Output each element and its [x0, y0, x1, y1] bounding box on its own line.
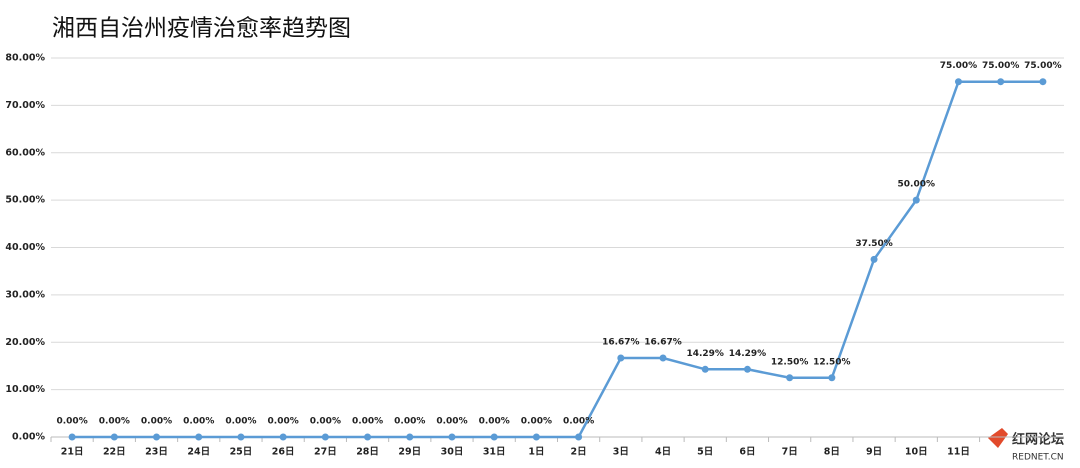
x-tick-label: 10日	[905, 447, 928, 458]
data-label: 75.00%	[982, 61, 1020, 71]
x-tick-label: 3日	[613, 447, 629, 458]
data-label: 12.50%	[771, 357, 809, 367]
x-tick-label: 6日	[739, 447, 755, 458]
x-tick-label: 7日	[782, 447, 798, 458]
data-label: 0.00%	[352, 417, 383, 427]
point	[575, 433, 583, 441]
x-tick-label: 5日	[697, 447, 713, 458]
watermark: 红网论坛 REDNET.CN	[988, 428, 1064, 463]
y-tick-label: 60.00%	[5, 147, 45, 158]
y-tick-label: 20.00%	[5, 337, 45, 348]
data-label: 0.00%	[521, 417, 552, 427]
data-label: 14.29%	[686, 349, 724, 359]
data-label: 75.00%	[1024, 61, 1062, 71]
point	[68, 433, 76, 441]
x-tick-label: 30日	[441, 447, 464, 458]
data-label: 0.00%	[268, 417, 299, 427]
point	[1039, 78, 1047, 86]
point	[912, 196, 920, 204]
point	[954, 78, 962, 86]
x-tick-label: 27日	[314, 447, 337, 458]
point	[321, 433, 329, 441]
point	[743, 365, 751, 373]
y-tick-label: 0.00%	[12, 432, 45, 443]
data-label: 37.50%	[855, 239, 893, 249]
x-tick-label: 24日	[187, 447, 210, 458]
x-tick-label: 1日	[528, 447, 544, 458]
x-tick-label: 11日	[947, 447, 970, 458]
point	[364, 433, 372, 441]
y-tick-label: 10.00%	[5, 384, 45, 395]
point	[153, 433, 161, 441]
data-label: 0.00%	[99, 417, 130, 427]
x-tick-label: 31日	[483, 447, 506, 458]
point	[237, 433, 245, 441]
point	[617, 354, 625, 362]
point	[659, 354, 667, 362]
data-label: 0.00%	[310, 417, 341, 427]
point	[490, 433, 498, 441]
point	[195, 433, 203, 441]
x-tick-label: 2日	[571, 447, 587, 458]
x-tick-label: 22日	[103, 447, 126, 458]
x-tick-label: 29日	[398, 447, 421, 458]
line	[72, 80, 1043, 439]
data-label: 0.00%	[436, 417, 467, 427]
x-tick-label: 9日	[866, 447, 882, 458]
y-tick-label: 50.00%	[5, 195, 45, 206]
data-label: 0.00%	[394, 417, 425, 427]
data-label: 0.00%	[183, 417, 214, 427]
data-label: 50.00%	[898, 180, 936, 190]
y-tick-label: 40.00%	[5, 242, 45, 253]
point	[448, 433, 456, 441]
point	[870, 255, 878, 263]
x-tick-label: 23日	[145, 447, 168, 458]
point	[786, 374, 794, 382]
point	[110, 433, 118, 441]
data-label: 0.00%	[225, 417, 256, 427]
data-label: 0.00%	[141, 417, 172, 427]
point	[532, 433, 540, 441]
watermark-site: REDNET.CN	[1012, 453, 1064, 463]
y-tick-label: 70.00%	[5, 100, 45, 111]
x-tick-label: 8日	[824, 447, 840, 458]
point	[279, 433, 287, 441]
point	[997, 78, 1005, 86]
data-label: 16.67%	[602, 338, 640, 348]
data-label: 75.00%	[940, 61, 978, 71]
x-tick-label: 25日	[230, 447, 253, 458]
data-label: 12.50%	[813, 357, 851, 367]
chart-title: 湘西自治州疫情治愈率趋势图	[52, 16, 351, 42]
data-label: 0.00%	[563, 417, 594, 427]
watermark-logo	[988, 428, 1008, 448]
point	[406, 433, 414, 441]
x-tick-label: 21日	[61, 447, 84, 458]
x-tick-label: 26日	[272, 447, 295, 458]
x-tick-label: 28日	[356, 447, 379, 458]
data-label: 16.67%	[644, 338, 682, 348]
data-label: 0.00%	[56, 417, 87, 427]
y-tick-label: 80.00%	[5, 53, 45, 64]
point	[701, 365, 709, 373]
watermark-name: 红网论坛	[1012, 432, 1064, 448]
y-tick-label: 30.00%	[5, 289, 45, 300]
x-tick-label: 4日	[655, 447, 671, 458]
data-label: 14.29%	[729, 349, 767, 359]
point	[828, 374, 836, 382]
data-label: 0.00%	[479, 417, 510, 427]
